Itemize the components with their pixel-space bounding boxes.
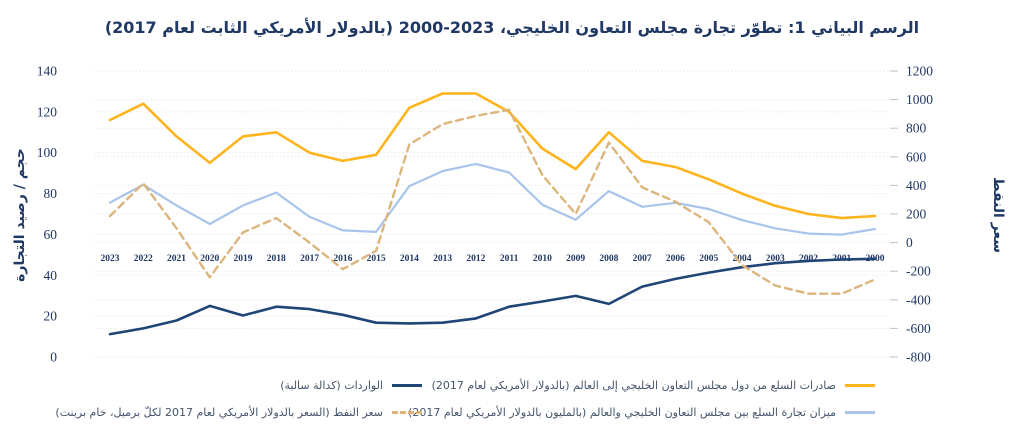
left-axis-tick-label: 140 xyxy=(37,64,58,79)
right-axis-tick-label: 0 xyxy=(906,235,913,250)
x-axis-year-label: 2021 xyxy=(167,254,186,264)
x-axis-year-label: 2012 xyxy=(466,254,485,264)
oil-price-legend-label: سعر النفط (السعر بالدولار الأمريكي لعام … xyxy=(55,405,383,419)
plot-area: 140120100806040200120010008006004002000-… xyxy=(37,64,934,365)
exports-line xyxy=(108,92,877,220)
x-axis-year-label: 2017 xyxy=(300,254,319,264)
right-axis-tick-label: 1200 xyxy=(906,64,933,79)
right-axis-tick-label: 1000 xyxy=(906,92,933,107)
oil-price-line xyxy=(108,108,877,295)
left-axis-tick-label: 0 xyxy=(50,350,57,365)
x-axis-year-label: 2006 xyxy=(666,254,685,264)
left-axis-tick-label: 100 xyxy=(37,145,58,160)
right-axis-tick-label: 600 xyxy=(906,149,927,164)
x-axis-year-label: 2022 xyxy=(134,254,153,264)
x-axis-year-label: 2019 xyxy=(234,254,253,264)
x-axis-year-label: 2015 xyxy=(367,254,386,264)
left-axis-tick-label: 40 xyxy=(44,268,58,283)
left-axis-tick-label: 20 xyxy=(44,309,58,324)
x-axis-year-label: 2008 xyxy=(599,254,618,264)
x-axis-year-label: 2010 xyxy=(533,254,552,264)
legend-item-oil-price: سعر النفط (السعر بالدولار الأمريكي لعام … xyxy=(55,404,422,420)
x-axis-year-label: 2016 xyxy=(333,254,352,264)
right-axis-tick-label: -800 xyxy=(906,350,931,365)
left-axis-tick-label: 60 xyxy=(44,227,58,242)
right-axis-tick-label: 200 xyxy=(906,207,927,222)
right-axis-tick-label: -200 xyxy=(906,264,931,279)
imports-legend-label: الواردات (كدالة سالبة) xyxy=(280,378,383,392)
exports-legend-label: صادرات السلع من دول مجلس التعاون الخليجي… xyxy=(431,378,836,392)
trade-balance-legend-label: ميزان تجارة السلع بين مجلس التعاون الخلي… xyxy=(408,405,836,419)
x-axis-year-label: 2013 xyxy=(433,254,452,264)
trade-balance-line xyxy=(108,162,877,236)
right-axis-tick-label: 400 xyxy=(906,178,927,193)
x-axis-year-label: 2009 xyxy=(566,254,585,264)
x-axis-year-label: 2020 xyxy=(200,254,219,264)
left-axis-tick-label: 80 xyxy=(44,186,58,201)
x-axis-year-label: 2002 xyxy=(799,254,818,264)
imports-legend-marker xyxy=(392,383,422,387)
right-axis-tick-label: 800 xyxy=(906,121,927,136)
x-axis-year-label: 2003 xyxy=(766,254,785,264)
legend-item-imports: الواردات (كدالة سالبة) xyxy=(280,377,422,393)
x-axis-year-label: 2004 xyxy=(732,254,751,264)
x-axis-year-label: 2005 xyxy=(699,254,718,264)
oil-price-legend-marker xyxy=(392,410,422,414)
imports-line xyxy=(108,257,877,336)
x-axis-year-label: 2007 xyxy=(633,254,652,264)
right-axis-tick-label: -600 xyxy=(906,321,931,336)
right-axis-tick-label: -400 xyxy=(906,292,931,307)
legend-item-trade-balance: ميزان تجارة السلع بين مجلس التعاون الخلي… xyxy=(408,404,875,420)
x-axis-year-label: 2011 xyxy=(500,254,519,264)
exports-legend-marker xyxy=(845,383,875,387)
left-axis-tick-label: 120 xyxy=(37,104,58,119)
x-axis-year-label: 2014 xyxy=(400,254,419,264)
x-axis-year-label: 2023 xyxy=(101,254,120,264)
x-axis-year-label: 2018 xyxy=(267,254,286,264)
chart-title: الرسم البياني 1: تطوّر تجارة مجلس التعاو… xyxy=(104,18,920,37)
trade-balance-legend-marker xyxy=(845,410,875,414)
legend-item-exports: صادرات السلع من دول مجلس التعاون الخليجي… xyxy=(432,377,875,393)
